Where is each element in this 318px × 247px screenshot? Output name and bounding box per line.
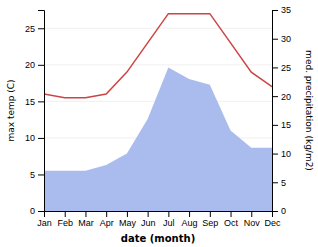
tick: Jul bbox=[163, 211, 175, 228]
tick-label: Apr bbox=[100, 218, 114, 228]
tick-label: Feb bbox=[57, 218, 73, 228]
x-axis-title: date (month) bbox=[121, 233, 195, 244]
tick-label: 30 bbox=[281, 34, 291, 44]
tick-label: Mar bbox=[78, 218, 94, 228]
tick-label: 20 bbox=[25, 60, 35, 70]
y-axis: 0 5 10 15 20 25 bbox=[25, 11, 45, 217]
tick-label: 5 bbox=[281, 178, 286, 188]
tick-label: 15 bbox=[281, 120, 291, 130]
tick-label: 5 bbox=[30, 170, 35, 180]
tick-mark bbox=[272, 125, 278, 126]
tick-mark bbox=[38, 101, 44, 102]
tick-mark bbox=[272, 154, 278, 155]
tick-mark bbox=[231, 211, 232, 217]
tick-label: Jul bbox=[163, 218, 175, 228]
tick-mark bbox=[38, 65, 44, 66]
tick: Feb bbox=[57, 211, 73, 228]
tick-mark bbox=[85, 211, 86, 217]
tick: 5 bbox=[272, 178, 286, 188]
chart-container: JanFebMarAprMayJunJulAugSepOctNovDec0510… bbox=[0, 0, 318, 247]
tick-label: 35 bbox=[281, 5, 291, 15]
tick: May bbox=[119, 211, 137, 228]
tick-label: 25 bbox=[281, 63, 291, 73]
tick: Dec bbox=[264, 211, 281, 228]
tick: 25 bbox=[25, 24, 44, 34]
tick-label: Nov bbox=[244, 218, 261, 228]
grid-line bbox=[44, 64, 272, 65]
tick: 0 bbox=[30, 206, 44, 216]
tick-mark bbox=[106, 211, 107, 217]
line bbox=[44, 14, 272, 98]
tick-label: 0 bbox=[30, 206, 35, 216]
tick-label: Aug bbox=[182, 218, 198, 228]
tick-label: May bbox=[119, 218, 137, 228]
plot-root: JanFebMarAprMayJunJulAugSepOctNovDec0510… bbox=[6, 5, 314, 244]
tick: 35 bbox=[272, 5, 291, 15]
tick: 20 bbox=[272, 92, 291, 102]
tick: Aug bbox=[182, 211, 198, 228]
tick-mark bbox=[210, 211, 211, 217]
tick-label: Jan bbox=[37, 218, 52, 228]
tick: Oct bbox=[224, 211, 239, 228]
tick-mark bbox=[38, 28, 44, 29]
axis-line bbox=[273, 11, 279, 212]
tick-mark bbox=[38, 174, 44, 175]
x-axis: Jan Feb Mar Apr May Jun Jul Aug Sep Oct NovDec bbox=[37, 211, 281, 228]
axis-line bbox=[45, 212, 273, 218]
tick: Jun bbox=[141, 211, 156, 228]
tick-label: 25 bbox=[25, 24, 35, 34]
tick-mark bbox=[272, 39, 278, 40]
tick-mark bbox=[38, 138, 44, 139]
tick-mark bbox=[38, 211, 44, 212]
tick-mark bbox=[272, 96, 278, 97]
y-axis-title: max temp (C) bbox=[6, 79, 16, 141]
tick-label: 0 bbox=[281, 206, 286, 216]
tick: 25 bbox=[272, 63, 291, 73]
tick: Nov bbox=[244, 211, 261, 228]
tick: 0 bbox=[272, 206, 286, 216]
tick: Mar bbox=[78, 211, 94, 228]
tick: 15 bbox=[272, 120, 291, 130]
tick: 10 bbox=[25, 133, 44, 143]
tick-mark bbox=[251, 211, 252, 217]
tick-label: Oct bbox=[224, 218, 239, 228]
tick-label: 10 bbox=[281, 149, 291, 159]
tick-label: 20 bbox=[281, 92, 291, 102]
tick: 10 bbox=[272, 149, 291, 159]
plot-area bbox=[44, 14, 272, 211]
area bbox=[44, 67, 272, 211]
tick-label: Sep bbox=[202, 218, 218, 228]
tick: 20 bbox=[25, 60, 44, 70]
tick-mark bbox=[272, 10, 278, 11]
tick: 15 bbox=[25, 97, 44, 107]
tick-mark bbox=[148, 211, 149, 217]
tick-label: Dec bbox=[264, 218, 281, 228]
y2-axis-title: med. precipitation (kg/m2) bbox=[304, 50, 314, 171]
tick-mark bbox=[189, 211, 190, 217]
grid bbox=[44, 28, 272, 211]
tick: 30 bbox=[272, 34, 291, 44]
axis-line bbox=[38, 11, 45, 212]
tick-mark bbox=[272, 182, 278, 183]
tick: Apr bbox=[100, 211, 114, 228]
chart: JanFebMarAprMayJunJulAugSepOctNovDec0510… bbox=[0, 0, 318, 247]
tick-mark bbox=[168, 211, 169, 217]
tick-label: Jun bbox=[141, 218, 156, 228]
tick: 5 bbox=[30, 170, 44, 180]
y2-axis: 0 5 10 15 20 25 30 35 bbox=[272, 5, 291, 216]
tick: Jan bbox=[37, 211, 52, 228]
tick-mark bbox=[272, 67, 278, 68]
tick-label: 10 bbox=[25, 133, 35, 143]
tick: Sep bbox=[202, 211, 218, 228]
tick-mark bbox=[65, 211, 66, 217]
tick-mark bbox=[127, 211, 128, 217]
tick-mark bbox=[272, 211, 278, 212]
tick-label: 15 bbox=[25, 97, 35, 107]
